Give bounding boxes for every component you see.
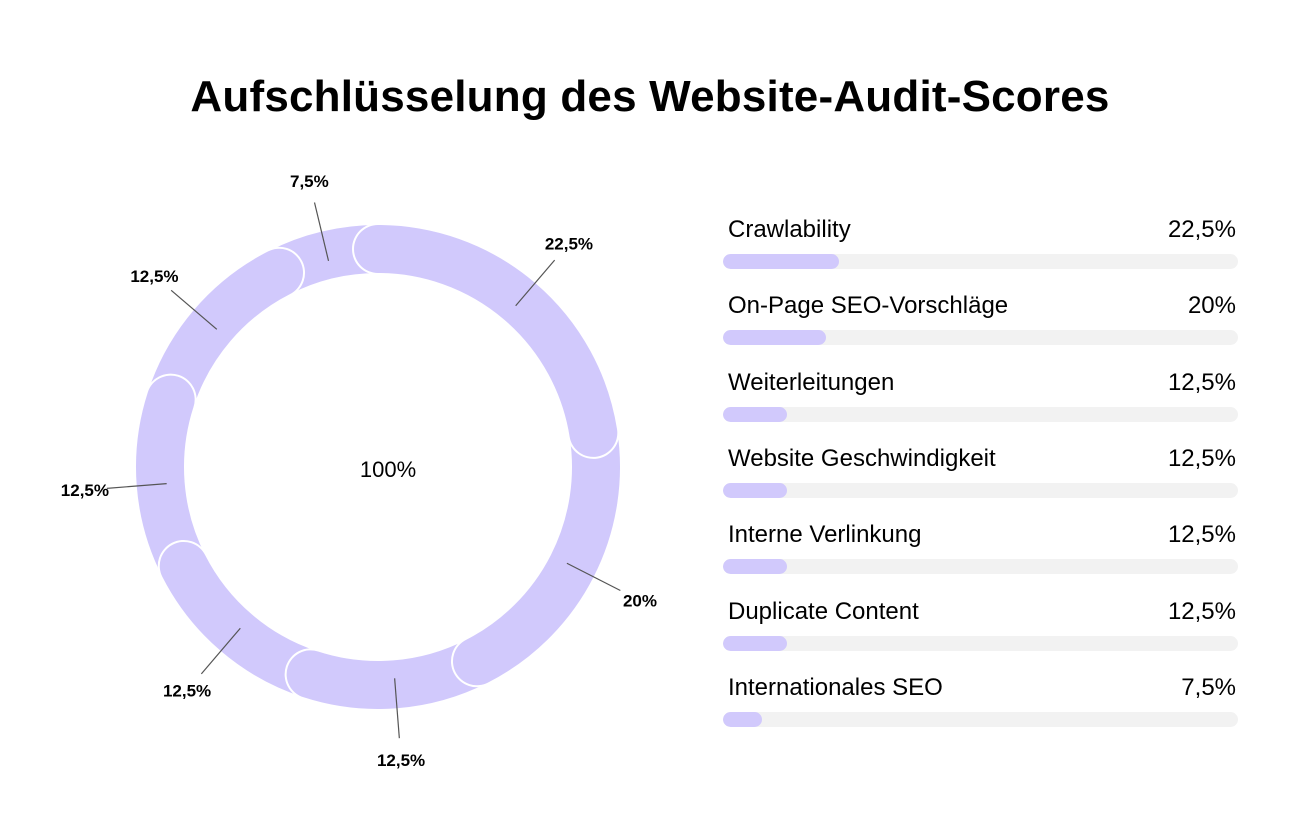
legend-item: Weiterleitungen 12,5%	[723, 369, 1238, 439]
legend-item-value: 12,5%	[1167, 597, 1236, 625]
legend-item: Interne Verlinkung 12,5%	[723, 521, 1238, 591]
chart-title: Aufschlüsselung des Website-Audit-Scores	[190, 72, 1110, 121]
legend-item-value: 12,5%	[1167, 521, 1236, 549]
legend-progress-fill	[723, 482, 788, 498]
legend-progress-fill	[723, 711, 762, 727]
legend-item-value: 22,5%	[1167, 216, 1236, 243]
legend-progress-track	[723, 559, 1238, 575]
callout-line-2	[394, 678, 400, 739]
legend-item-value: 20%	[1187, 292, 1236, 320]
legend-item-value: 12,5%	[1167, 368, 1236, 396]
legend-progress-fill	[723, 254, 839, 269]
legend-item: Duplicate Content 12,5%	[723, 598, 1238, 668]
legend-item-label: Duplicate Content	[728, 597, 919, 625]
legend-progress-track	[723, 330, 1238, 346]
slice-value-label-3: 12,5%	[163, 682, 211, 701]
legend-item-value: 7,5%	[1181, 673, 1236, 701]
legend-item-value: 12,5%	[1167, 444, 1236, 472]
legend-item-label: Weiterleitungen	[728, 368, 895, 396]
legend-progress-track	[723, 482, 1238, 498]
slice-value-label-6: 7,5%	[290, 172, 329, 191]
legend-progress-fill	[723, 635, 788, 651]
callout-line-5	[170, 289, 218, 330]
legend-progress-track	[723, 406, 1238, 422]
legend-item-label: On-Page SEO-Vorschläge	[728, 292, 1009, 320]
callout-line-1	[566, 562, 621, 592]
legend-progress-track	[723, 254, 1238, 269]
legend-item: Internationales SEO 7,5%	[723, 674, 1238, 744]
legend-progress-fill	[723, 559, 788, 575]
slice-value-label-4: 12,5%	[61, 481, 109, 500]
donut-segment-1	[452, 408, 620, 686]
legend-item: On-Page SEO-Vorschläge 20%	[723, 292, 1238, 362]
slice-value-label-0: 22,5%	[545, 234, 593, 253]
legend-progress-track	[723, 711, 1238, 727]
legend-item-label: Interne Verlinkung	[728, 521, 922, 549]
legend-item: Crawlability 22,5%	[723, 216, 1238, 286]
callout-line-3	[200, 627, 241, 675]
center-total-label: 100%	[360, 457, 416, 482]
legend-item-label: Internationales SEO	[728, 673, 943, 701]
legend-item-label: Website Geschwindigkeit	[728, 444, 996, 472]
callout-line-6	[313, 202, 330, 261]
callout-line-0	[515, 259, 556, 307]
donut-chart: 22,5% 20% 12,5% 12,5% 12,5% 12,5% 7,5% 100%	[61, 172, 657, 770]
legend-progress-track	[723, 635, 1238, 651]
legend-progress-fill	[723, 406, 788, 422]
slice-value-label-2: 12,5%	[377, 751, 425, 770]
callout-line-4	[106, 483, 167, 489]
slice-value-label-1: 20%	[623, 591, 657, 610]
legend-item-label: Crawlability	[728, 216, 851, 243]
legend-progress-fill	[723, 330, 826, 346]
legend-item: Website Geschwindigkeit 12,5%	[723, 445, 1238, 515]
slice-value-label-5: 12,5%	[130, 267, 178, 286]
